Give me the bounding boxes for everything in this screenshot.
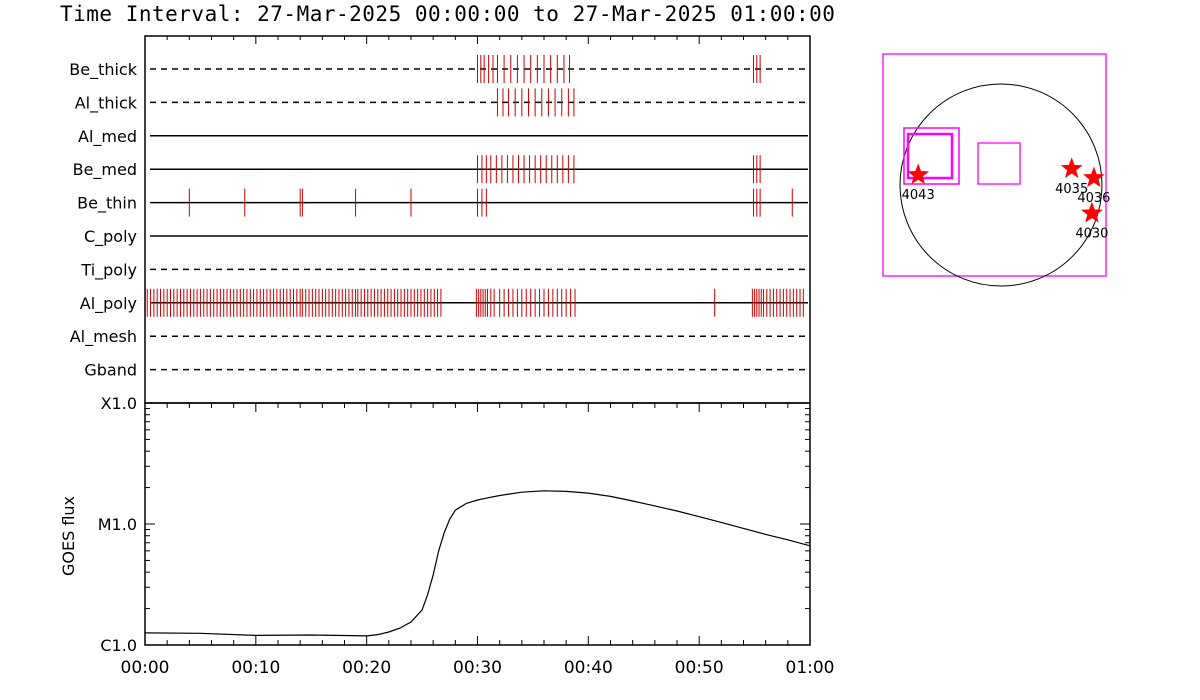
goes-x-tick-label: 00:40 [564,658,613,678]
pointing-box-outer [903,127,960,185]
pointing-box-inner [906,132,954,180]
goes-flux-series-line [144,490,811,637]
goes-x-tick-label: 00:20 [342,658,391,678]
filter-row-label: Be_thin [77,194,137,214]
filter-row-label: Al_med [78,127,137,147]
active-region-star [1081,201,1103,223]
filter-row-label: Al_mesh [70,327,137,347]
goes-x-tick-label: 00:00 [121,658,170,678]
filter-row-label: C_poly [84,227,137,247]
active-region-star [907,163,930,185]
filter-row-label: Al_poly [80,294,137,314]
goes-flux-panel: 00:00 00:10 00:20 00:30 00:40 00:50 01:00 C1.0 M… [59,394,835,678]
xrt-fov-box [882,53,1107,277]
goes-x-tick-label: 00:50 [675,658,724,678]
active-region-label: 4035 [1055,182,1088,197]
goes-x-tick-label: 00:10 [231,658,280,678]
goes-frame [144,402,811,646]
goes-y-tick-label: M1.0 [98,515,137,534]
active-region-label: 4036 [1077,191,1110,206]
pointing-box-center [977,142,1021,185]
filter-row-label: Ti_poly [80,260,137,280]
filter-row-label: Al_thick [75,93,138,113]
goes-y-axis-label: GOES flux [59,496,78,576]
filter-timeline-panel: Be_thick Al_thick Al_med Be_med Be_thin C_pol… [69,35,811,404]
filter-row-label: Gband [84,361,137,380]
goes-y-tick-label: C1.0 [100,636,137,655]
active-region-label: 4030 [1075,226,1108,241]
goes-x-tick-label: 00:30 [453,658,502,678]
timeline-frame [144,35,811,404]
goes-x-tick-label: 01:00 [786,658,835,678]
filter-row-label: Be_thick [69,60,137,80]
time-interval-title: Time Interval: 27-Mar-2025 00:00:00 to 2… [60,2,836,26]
active-region-label: 4043 [902,188,935,203]
filter-row-label: Be_med [73,160,137,180]
active-region-star [1060,157,1083,179]
goes-y-tick-label: X1.0 [101,394,137,413]
active-region-star [1083,166,1105,188]
solar-limb-circle [899,83,1103,287]
